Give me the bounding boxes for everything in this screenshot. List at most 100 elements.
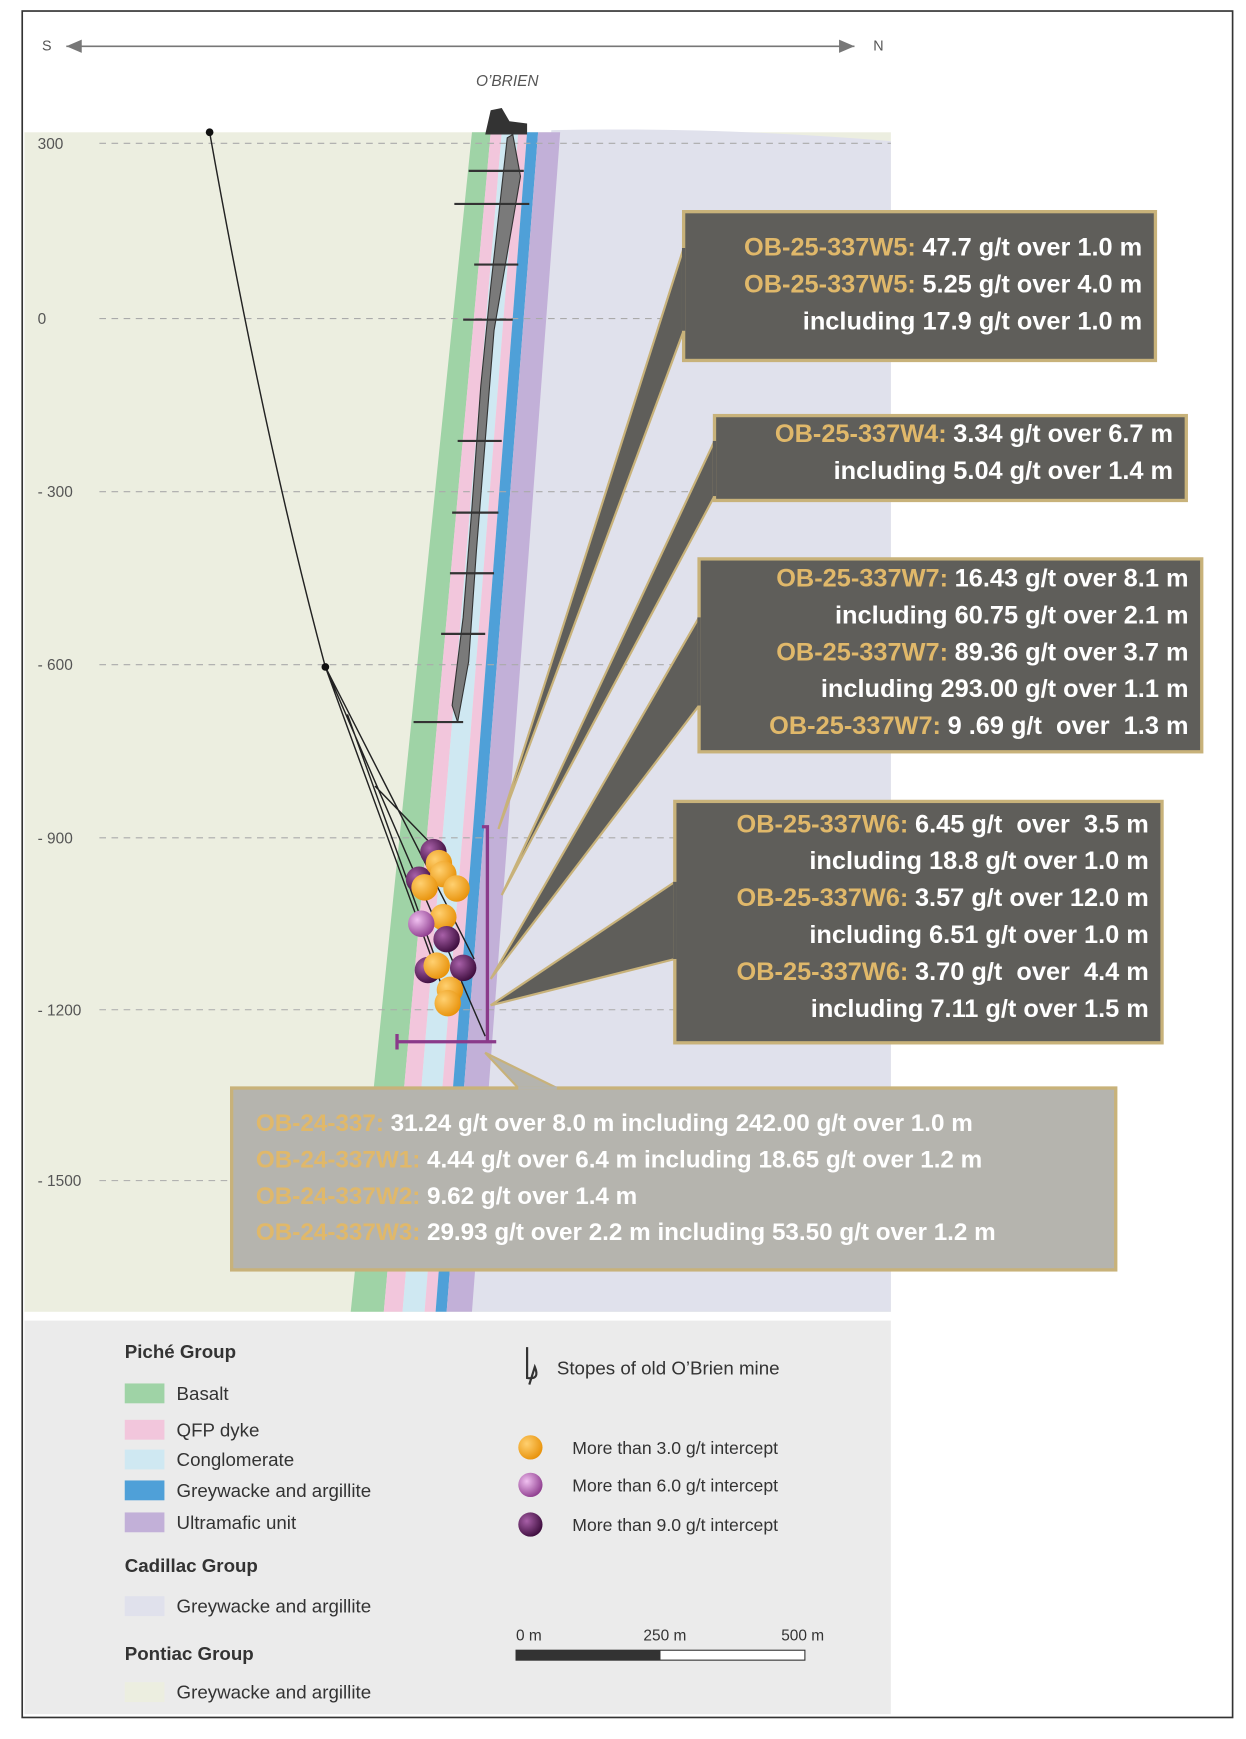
intercept-text: 3.70 g/t over 4.4 m <box>915 958 1149 986</box>
intercept-text: including 293.00 g/t over 1.1 m <box>821 675 1189 703</box>
legend-swatch <box>124 1512 165 1533</box>
callout-line: including 60.75 g/t over 2.1 m <box>835 601 1189 629</box>
depth-label: - 600 <box>38 657 73 674</box>
intercepts <box>405 838 477 1017</box>
legend-group-title: Cadillac Group <box>125 1555 258 1576</box>
intercept-text: 9.62 g/t over 1.4 m <box>427 1183 637 1210</box>
legend-swatch <box>124 1596 165 1617</box>
intercept-text: including 18.8 g/t over 1.0 m <box>809 847 1148 875</box>
hole-id: OB-24-337W3: <box>256 1219 420 1246</box>
callout-line: OB-25-337W6: 6.45 g/t over 3.5 m <box>737 810 1149 838</box>
legend-item: Greywacke and argillite <box>177 1682 372 1703</box>
intercept-text: including 60.75 g/t over 2.1 m <box>835 601 1189 629</box>
intercept-text: 31.24 g/t over 8.0 m including 242.00 g/… <box>391 1110 973 1137</box>
hole-id: OB-25-337W7: <box>769 712 941 740</box>
legend-item: Ultramafic unit <box>177 1512 297 1533</box>
callout-line: OB-25-337W6: 3.70 g/t over 4.4 m <box>737 958 1149 986</box>
legend-swatch <box>124 1419 165 1440</box>
legend-item: Conglomerate <box>177 1449 295 1470</box>
callout-line: OB-25-337W5: 47.7 g/t over 1.0 m <box>744 234 1142 262</box>
callout-line: including 7.11 g/t over 1.5 m <box>811 995 1149 1023</box>
intercept-text: 16.43 g/t over 8.1 m <box>955 564 1189 592</box>
legend-item: More than 3.0 g/t intercept <box>572 1438 778 1458</box>
intercept-text: 47.7 g/t over 1.0 m <box>922 234 1142 262</box>
hole-id: OB-25-337W5: <box>744 234 916 262</box>
depth-label: - 1500 <box>38 1173 82 1190</box>
legend-swatch <box>124 1383 165 1404</box>
intercept-text: 4.44 g/t over 6.4 m including 18.65 g/t … <box>427 1146 982 1173</box>
ultramafic-band <box>446 132 561 1312</box>
stope-levels <box>413 169 530 724</box>
callout-box <box>230 1086 1118 1272</box>
depth-label: - 300 <box>38 484 73 501</box>
callout-line: OB-24-337: 31.24 g/t over 8.0 m including… <box>256 1110 973 1137</box>
callouts: OB-25-337W5: 47.7 g/t over 1.0 mOB-25-337… <box>230 209 1204 1272</box>
legend-item: Greywacke and argillite <box>177 1596 372 1617</box>
callout-box <box>697 557 1204 754</box>
callout-box <box>712 413 1188 503</box>
callout-line: including 5.04 g/t over 1.4 m <box>834 457 1173 485</box>
intercept-ball <box>408 910 435 937</box>
intercept-ball <box>443 875 470 902</box>
legend-item: More than 9.0 g/t intercept <box>572 1515 778 1535</box>
intercept-ball <box>449 954 477 982</box>
legend-swatch <box>124 1449 165 1470</box>
callout-line: OB-25-337W7: 9 .69 g/t over 1.3 m <box>769 712 1188 740</box>
intercept-text: 29.93 g/t over 2.2 m including 53.50 g/t… <box>427 1219 996 1246</box>
scale-bar-fill <box>516 1650 661 1661</box>
callout-line: OB-24-337W1: 4.44 g/t over 6.4 m includin… <box>256 1146 982 1173</box>
intercept-text: including 6.51 g/t over 1.0 m <box>809 921 1148 949</box>
intercept-text: 3.34 g/t over 6.7 m <box>953 420 1173 448</box>
legend-swatch <box>124 1682 165 1703</box>
callout-line: including 18.8 g/t over 1.0 m <box>809 847 1148 875</box>
legend-ball <box>518 1435 543 1460</box>
collar <box>205 128 214 137</box>
north-label: N <box>873 39 883 55</box>
callout-line: OB-24-337W2: 9.62 g/t over 1.4 m <box>256 1183 637 1210</box>
intercept-text: including 7.11 g/t over 1.5 m <box>811 995 1149 1023</box>
zone-bracket <box>395 825 497 1050</box>
callout-line: including 6.51 g/t over 1.0 m <box>809 921 1148 949</box>
callout-line: OB-25-337W6: 3.57 g/t over 12.0 m <box>737 884 1149 912</box>
hole-id: OB-24-337W1: <box>256 1146 420 1173</box>
wedge-point <box>321 663 330 671</box>
hole-id: OB-24-337: <box>256 1110 384 1137</box>
callout-line: OB-25-337W5: 5.25 g/t over 4.0 m <box>744 271 1142 299</box>
intercept-ball <box>430 903 457 931</box>
legend-bg <box>24 1320 891 1715</box>
callout-line: including 17.9 g/t over 1.0 m <box>803 308 1142 336</box>
depth-label: - 1200 <box>38 1002 82 1019</box>
legend-ball <box>518 1472 543 1497</box>
depth-label: 300 <box>38 136 64 153</box>
scale-label: 0 m <box>516 1627 542 1644</box>
legend: Piché Group Basalt QFP dyke Conglomerate Gre… <box>124 1341 824 1703</box>
legend-item: Greywacke and argillite <box>177 1480 372 1501</box>
hole-id: OB-25-337W4: <box>775 420 947 448</box>
callout-line: including 293.00 g/t over 1.1 m <box>821 675 1189 703</box>
intercept-text: including 5.04 g/t over 1.4 m <box>834 457 1173 485</box>
intercept-text: including 17.9 g/t over 1.0 m <box>803 308 1142 336</box>
depth-label: - 900 <box>38 830 73 847</box>
intercept-text: 5.25 g/t over 4.0 m <box>922 271 1142 299</box>
south-label: S <box>42 39 52 55</box>
legend-ball <box>518 1512 543 1537</box>
legend-item: QFP dyke <box>177 1419 260 1440</box>
mine-label: O’BRIEN <box>476 73 539 90</box>
qfp-band <box>424 132 528 1312</box>
intercept-ball <box>411 874 438 901</box>
legend-item: Basalt <box>177 1383 230 1404</box>
scale-label: 500 m <box>781 1627 824 1644</box>
hole-id: OB-25-337W7: <box>776 564 948 592</box>
intercept-text: 89.36 g/t over 3.7 m <box>955 638 1189 666</box>
intercept-ball <box>433 925 460 953</box>
stope-icon <box>525 1347 538 1385</box>
intercept-ball <box>423 952 450 979</box>
hole-id: OB-24-337W2: <box>256 1183 420 1210</box>
intercept-text: 9 .69 g/t over 1.3 m <box>948 712 1189 740</box>
legend-item: Stopes of old O’Brien mine <box>557 1358 780 1379</box>
hole-id: OB-25-337W6: <box>737 958 909 986</box>
hole-id: OB-25-337W6: <box>737 884 909 912</box>
